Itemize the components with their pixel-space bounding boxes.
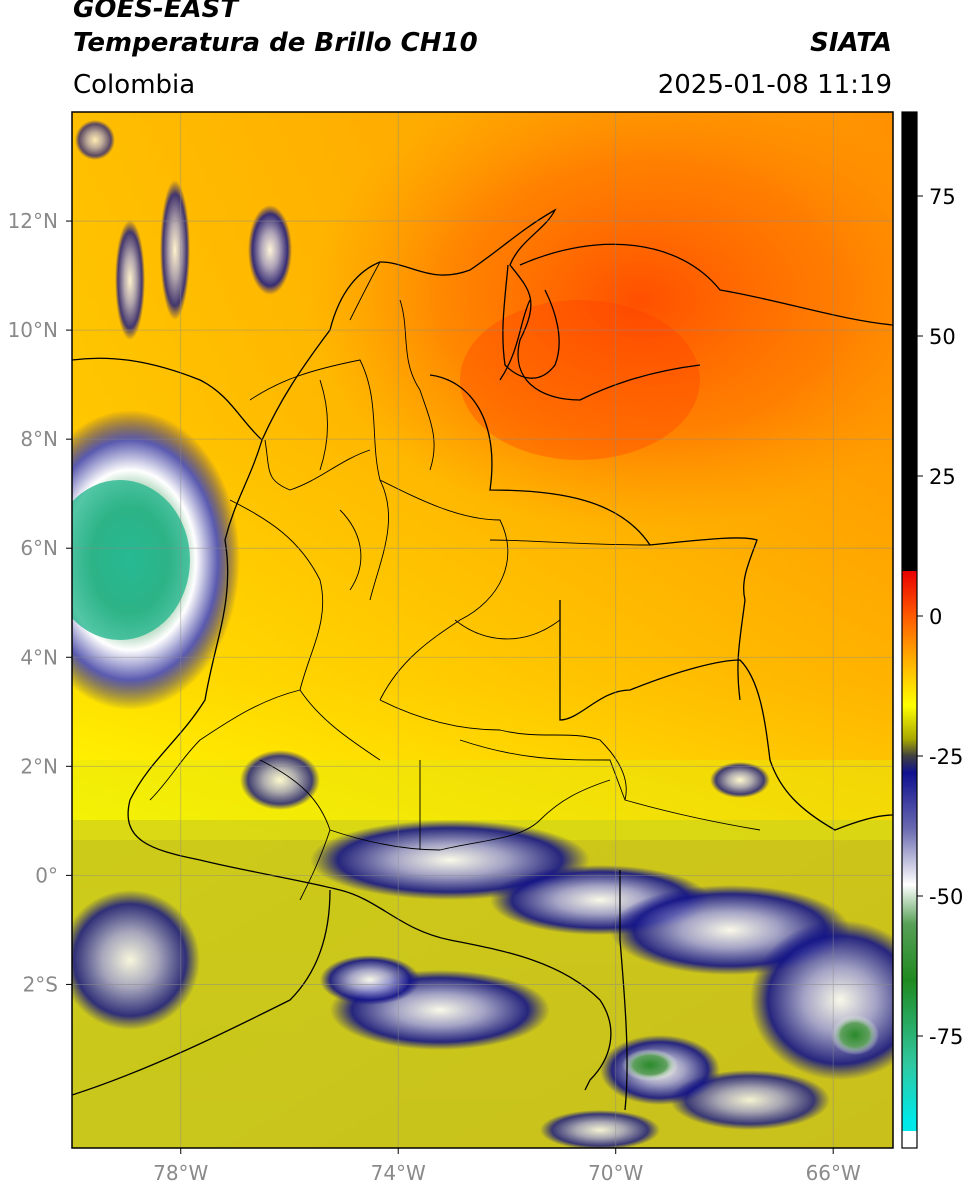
lon-tick-label: 70°W — [588, 1161, 643, 1185]
lat-tick-label: 2°N — [20, 754, 58, 778]
colorbar-ticks: 75 50 25 0 -25 -50 -75 — [917, 185, 963, 1049]
lat-tick-label: 4°N — [20, 645, 58, 669]
product-title: Temperatura de Brillo CH10 — [73, 28, 478, 58]
department-borders — [149, 261, 761, 901]
colorbar — [902, 112, 917, 1148]
lat-tick-label: 10°N — [8, 318, 58, 342]
map-frame — [71, 111, 894, 1149]
lat-tick-label: 2°S — [23, 972, 58, 996]
lon-tick-label: 78°W — [153, 1161, 208, 1185]
lon-tick-label: 74°W — [371, 1161, 426, 1185]
region-label: Colombia — [73, 70, 196, 100]
timestamp-label: 2025-01-08 11:19 — [657, 70, 892, 100]
country-borders — [72, 208, 893, 1111]
map-raster — [72, 112, 893, 1148]
lat-tick-label: 0° — [35, 863, 58, 887]
gridlines — [72, 112, 893, 1148]
colorbar-frame — [901, 111, 918, 1149]
colorbar-tick-label: 75 — [929, 185, 956, 209]
longitude-ticks: 78°W 74°W 70°W 66°W — [153, 1148, 861, 1185]
cloud-streaks-caribbean — [75, 120, 292, 340]
colorbar-tick-label: 0 — [929, 605, 942, 629]
colorbar-tick-label: -75 — [929, 1025, 963, 1049]
lat-tick-label: 6°N — [20, 536, 58, 560]
lon-tick-label: 66°W — [806, 1161, 861, 1185]
colorbar-tick-label: 50 — [929, 325, 956, 349]
cloud-band-amazon — [72, 750, 893, 1148]
lat-tick-label: 8°N — [20, 427, 58, 451]
latitude-ticks: 12°N 10°N 8°N 6°N 4°N 2°N 0° 2°S — [8, 209, 72, 996]
colorbar-tick-label: -50 — [929, 885, 963, 909]
lat-tick-label: 12°N — [8, 209, 58, 233]
satellite-title: GOES-EAST — [73, 0, 239, 24]
colorbar-tick-label: 25 — [929, 465, 956, 489]
colorbar-tick-label: -25 — [929, 745, 963, 769]
agency-label: SIATA — [810, 28, 892, 58]
